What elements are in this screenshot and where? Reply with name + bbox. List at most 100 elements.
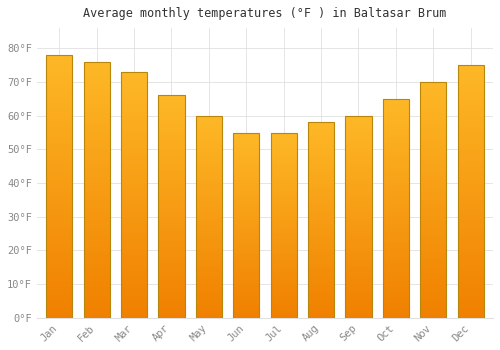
Bar xyxy=(382,234,409,237)
Bar xyxy=(84,133,110,136)
Bar xyxy=(84,62,110,64)
Bar xyxy=(233,209,260,210)
Bar xyxy=(84,180,110,182)
Bar xyxy=(308,161,334,163)
Bar xyxy=(233,160,260,162)
Bar xyxy=(420,219,446,221)
Bar xyxy=(270,242,296,244)
Bar xyxy=(46,231,72,234)
Bar xyxy=(346,156,372,158)
Bar xyxy=(121,308,147,310)
Bar xyxy=(46,257,72,260)
Bar xyxy=(121,82,147,84)
Bar xyxy=(84,123,110,126)
Bar xyxy=(84,75,110,77)
Bar xyxy=(308,187,334,189)
Bar xyxy=(382,285,409,287)
Bar xyxy=(46,202,72,205)
Bar xyxy=(270,190,296,192)
Bar xyxy=(382,162,409,164)
Bar xyxy=(46,197,72,199)
Bar xyxy=(121,146,147,148)
Bar xyxy=(196,267,222,270)
Bar xyxy=(121,254,147,256)
Bar xyxy=(458,100,483,103)
Bar xyxy=(196,128,222,130)
Bar xyxy=(46,273,72,276)
Bar xyxy=(458,255,483,257)
Bar xyxy=(84,298,110,300)
Bar xyxy=(346,203,372,205)
Bar xyxy=(308,220,334,222)
Bar xyxy=(46,142,72,145)
Bar xyxy=(233,305,260,307)
Bar xyxy=(233,164,260,166)
Bar xyxy=(158,140,184,142)
Bar xyxy=(196,184,222,187)
Bar xyxy=(270,305,296,307)
Bar xyxy=(46,310,72,313)
Bar xyxy=(458,270,483,272)
Bar xyxy=(458,202,483,204)
Bar xyxy=(420,275,446,278)
Bar xyxy=(420,209,446,212)
Bar xyxy=(121,163,147,165)
Bar xyxy=(196,170,222,172)
Bar xyxy=(121,104,147,106)
Bar xyxy=(270,133,296,134)
Bar xyxy=(233,223,260,225)
Bar xyxy=(382,309,409,311)
Bar xyxy=(346,270,372,271)
Bar xyxy=(420,282,446,285)
Bar xyxy=(46,305,72,307)
Bar xyxy=(346,281,372,284)
Bar xyxy=(46,220,72,223)
Bar xyxy=(458,73,483,75)
Bar xyxy=(382,239,409,241)
Bar xyxy=(233,175,260,177)
Bar xyxy=(196,245,222,247)
Bar xyxy=(458,65,483,318)
Bar xyxy=(270,244,296,246)
Bar xyxy=(46,65,72,68)
Bar xyxy=(233,312,260,314)
Bar xyxy=(84,154,110,156)
Bar xyxy=(346,170,372,172)
Bar xyxy=(233,240,260,242)
Bar xyxy=(121,155,147,158)
Bar xyxy=(420,190,446,193)
Bar xyxy=(420,136,446,139)
Bar xyxy=(84,185,110,187)
Bar xyxy=(308,261,334,263)
Bar xyxy=(121,284,147,286)
Bar xyxy=(346,164,372,166)
Bar xyxy=(382,289,409,292)
Bar xyxy=(458,146,483,148)
Bar xyxy=(308,132,334,134)
Bar xyxy=(121,315,147,318)
Bar xyxy=(196,120,222,122)
Bar xyxy=(121,202,147,205)
Bar xyxy=(420,146,446,148)
Bar xyxy=(233,172,260,173)
Bar xyxy=(196,243,222,245)
Bar xyxy=(346,140,372,142)
Bar xyxy=(346,300,372,302)
Bar xyxy=(270,257,296,259)
Bar xyxy=(308,232,334,234)
Bar xyxy=(233,170,260,172)
Bar xyxy=(84,88,110,90)
Bar xyxy=(346,201,372,203)
Bar xyxy=(158,204,184,206)
Bar xyxy=(270,238,296,240)
Bar xyxy=(46,102,72,105)
Bar xyxy=(382,145,409,147)
Bar xyxy=(121,165,147,168)
Bar xyxy=(233,283,260,285)
Bar xyxy=(420,257,446,259)
Bar xyxy=(346,221,372,223)
Bar xyxy=(121,114,147,116)
Bar xyxy=(382,305,409,307)
Bar xyxy=(382,314,409,316)
Bar xyxy=(308,251,334,253)
